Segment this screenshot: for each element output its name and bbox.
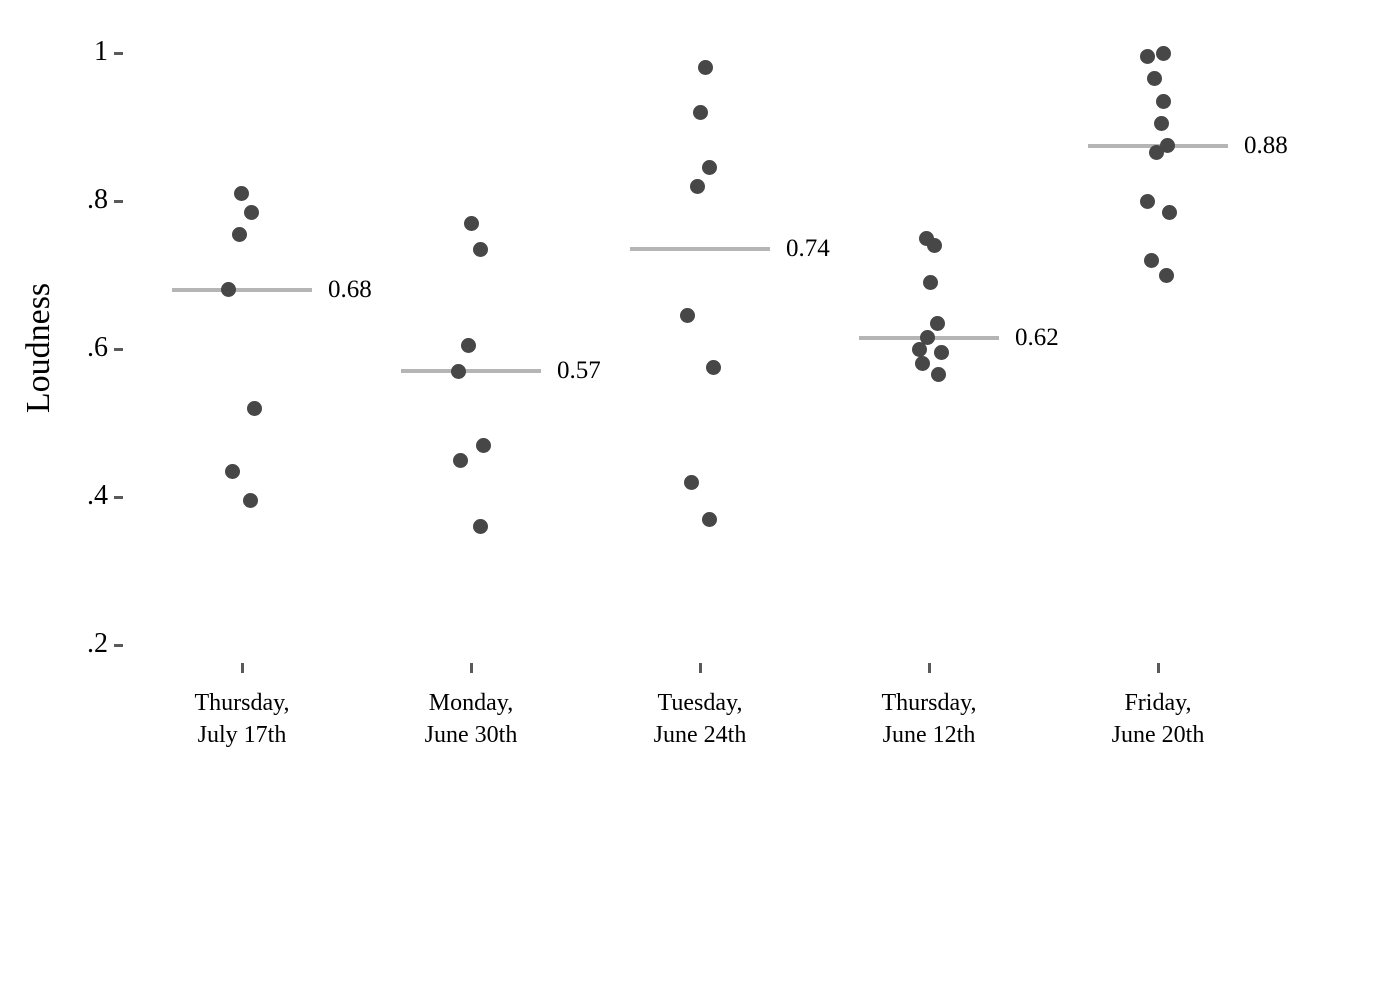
data-point bbox=[919, 330, 935, 346]
data-point bbox=[914, 356, 930, 372]
y-tick-label: 1 bbox=[94, 35, 108, 67]
median-value-label: 0.88 bbox=[1244, 131, 1288, 159]
y-tick-mark bbox=[114, 51, 123, 55]
data-point bbox=[701, 160, 717, 176]
median-line bbox=[630, 247, 770, 252]
data-point bbox=[930, 367, 946, 383]
x-tick-mark bbox=[469, 663, 473, 673]
data-point bbox=[1161, 204, 1177, 220]
data-point bbox=[1148, 145, 1164, 161]
x-group-label: Tuesday, June 24th bbox=[580, 687, 820, 751]
x-group-label: Friday, June 20th bbox=[1038, 687, 1278, 751]
x-group-label: Thursday, June 12th bbox=[809, 687, 1049, 751]
median-value-label: 0.57 bbox=[557, 357, 601, 385]
y-tick-label: .2 bbox=[87, 627, 108, 659]
data-point bbox=[697, 60, 713, 76]
x-group-label-line2: June 12th bbox=[882, 722, 976, 748]
y-tick-mark bbox=[114, 643, 123, 647]
x-group-label: Thursday, July 17th bbox=[122, 687, 362, 751]
data-point bbox=[683, 474, 699, 490]
median-value-label: 0.62 bbox=[1015, 323, 1059, 351]
y-tick-label: .4 bbox=[87, 479, 108, 511]
data-point bbox=[224, 463, 240, 479]
x-group-label-line2: July 17th bbox=[197, 722, 287, 748]
data-point bbox=[450, 363, 466, 379]
y-tick-mark bbox=[114, 199, 123, 203]
data-point bbox=[460, 337, 476, 353]
x-group-label: Monday, June 30th bbox=[351, 687, 591, 751]
data-point bbox=[692, 104, 708, 120]
x-group-label-line2: June 30th bbox=[424, 722, 518, 748]
x-tick-mark bbox=[1156, 663, 1160, 673]
data-point bbox=[220, 282, 236, 298]
y-tick-mark bbox=[114, 347, 123, 351]
data-point bbox=[1158, 267, 1174, 283]
y-tick-label: .6 bbox=[87, 331, 108, 363]
data-point bbox=[452, 452, 468, 468]
x-group-label-line1: Friday, bbox=[1124, 690, 1192, 716]
data-point bbox=[689, 178, 705, 194]
x-group-label-line1: Monday, bbox=[428, 690, 514, 716]
data-point bbox=[705, 360, 721, 375]
x-group-label-line2: June 24th bbox=[653, 722, 747, 748]
data-point bbox=[922, 274, 938, 290]
data-point bbox=[1155, 45, 1171, 61]
data-point bbox=[701, 511, 717, 527]
x-group-label-line1: Tuesday, bbox=[657, 690, 743, 716]
median-line bbox=[172, 287, 312, 292]
data-point bbox=[1139, 193, 1155, 209]
data-point bbox=[231, 226, 247, 242]
x-tick-mark bbox=[698, 663, 702, 673]
median-value-label: 0.68 bbox=[328, 275, 372, 303]
data-point bbox=[1155, 93, 1171, 109]
median-line bbox=[401, 369, 541, 374]
data-point bbox=[242, 493, 258, 509]
median-value-label: 0.74 bbox=[786, 235, 830, 263]
data-point bbox=[929, 315, 945, 331]
x-group-label-line2: June 20th bbox=[1111, 722, 1205, 748]
data-point bbox=[243, 204, 259, 220]
y-tick-label: .8 bbox=[87, 183, 108, 215]
data-point bbox=[926, 237, 942, 253]
x-tick-mark bbox=[240, 663, 244, 673]
data-point bbox=[1153, 115, 1169, 131]
data-point bbox=[475, 437, 491, 453]
x-group-label-line1: Thursday, bbox=[881, 690, 977, 716]
data-point bbox=[246, 400, 262, 416]
x-tick-mark bbox=[927, 663, 931, 673]
y-tick-mark bbox=[114, 495, 123, 499]
x-group-label-line1: Thursday, bbox=[194, 690, 290, 716]
data-point bbox=[911, 341, 927, 357]
data-point bbox=[1146, 71, 1162, 87]
data-point bbox=[1139, 49, 1155, 65]
data-point bbox=[233, 186, 249, 202]
data-point bbox=[472, 241, 488, 257]
data-point bbox=[463, 215, 479, 231]
data-point bbox=[1143, 252, 1159, 268]
data-point bbox=[933, 345, 949, 361]
data-point bbox=[679, 308, 695, 324]
data-point bbox=[472, 519, 488, 535]
